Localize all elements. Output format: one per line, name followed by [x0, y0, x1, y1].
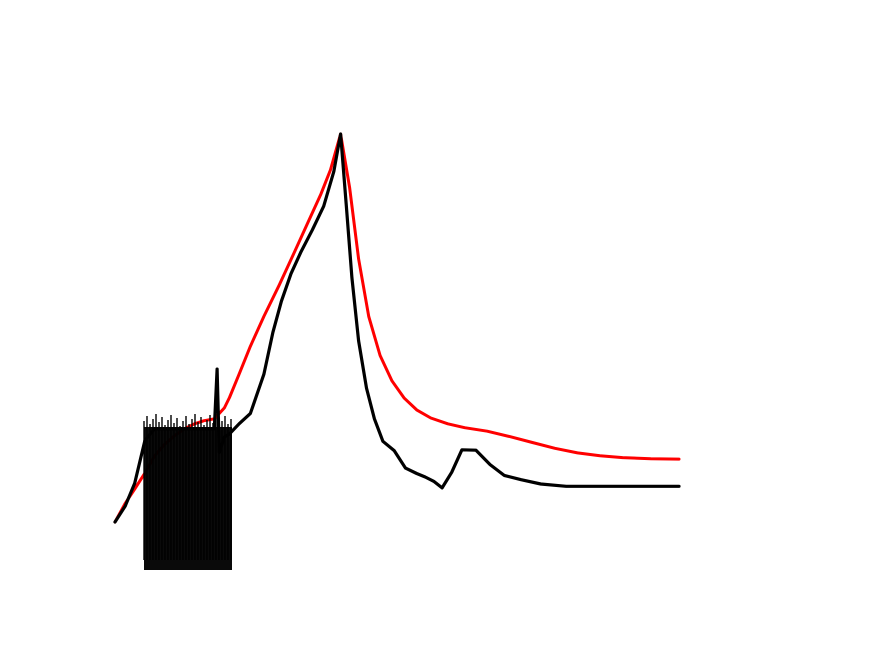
oscillation-lines — [143, 414, 232, 560]
